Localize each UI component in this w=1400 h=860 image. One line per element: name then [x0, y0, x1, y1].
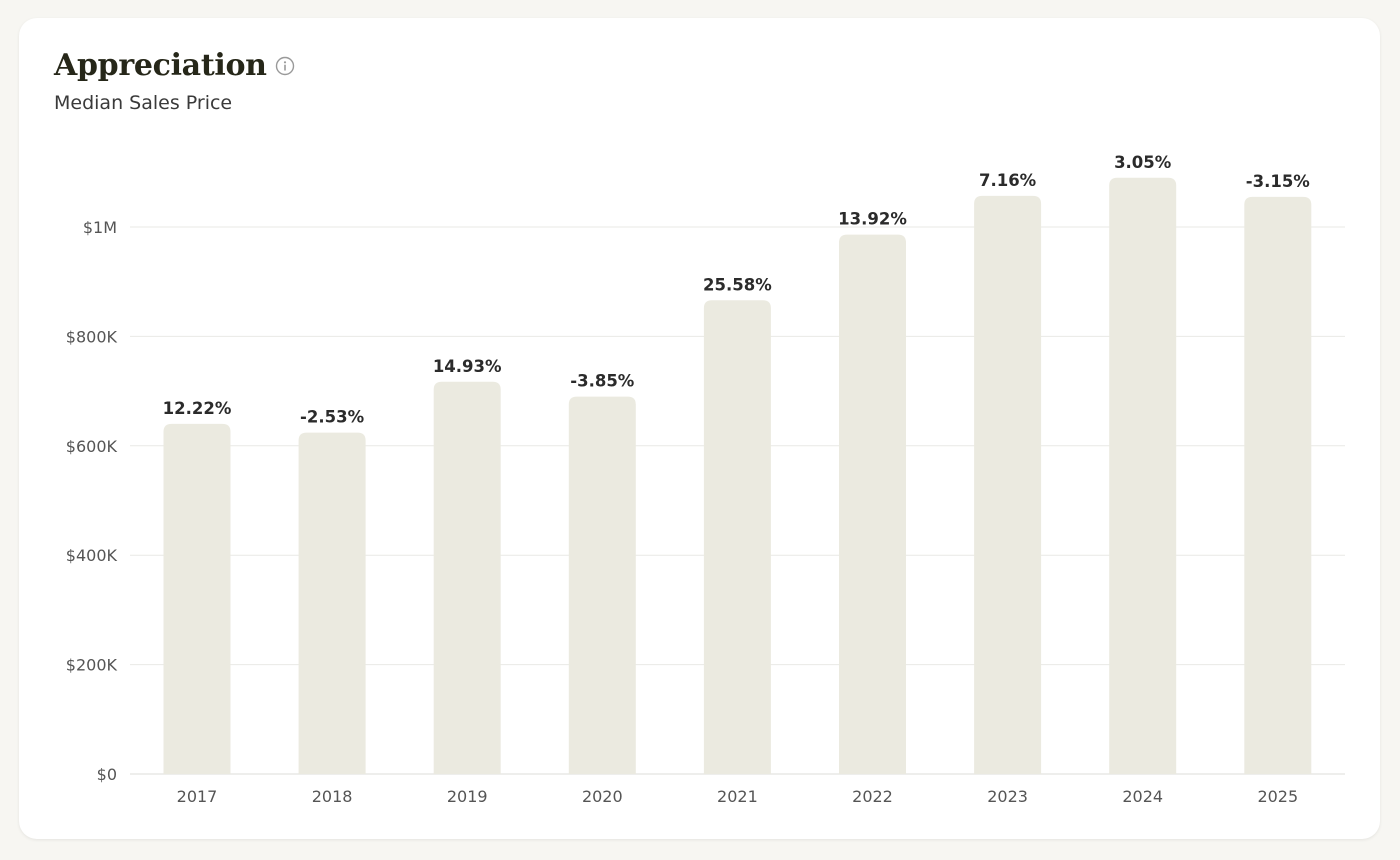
y-tick-label: $200K — [66, 656, 118, 675]
x-tick-label-2024: 2024 — [1122, 787, 1163, 806]
bar-2023 — [974, 195, 1042, 775]
data-label-2017: 12.22% — [163, 399, 232, 418]
x-tick-label-2019: 2019 — [447, 787, 488, 806]
bar-2022 — [839, 234, 906, 774]
y-tick-label: $0 — [97, 765, 117, 784]
y-tick-label: $1M — [83, 218, 117, 237]
bar-2019 — [433, 381, 501, 774]
y-tick-label: $600K — [66, 437, 118, 456]
data-label-2020: -3.85% — [570, 372, 635, 391]
bar-2025 — [1244, 196, 1312, 775]
data-label-2021: 25.58% — [703, 275, 772, 294]
data-label-2019: 14.93% — [433, 357, 502, 376]
x-tick-label-2017: 2017 — [177, 787, 218, 806]
bar-2020 — [568, 396, 636, 774]
x-tick-label-2020: 2020 — [582, 787, 623, 806]
x-tick-label-2021: 2021 — [717, 787, 758, 806]
x-tick-label-2022: 2022 — [852, 787, 893, 806]
chart-title: Appreciation — [54, 48, 267, 83]
data-label-2024: 3.05% — [1114, 153, 1172, 172]
data-label-2018: -2.53% — [300, 408, 365, 427]
x-tick-label-2018: 2018 — [312, 787, 353, 806]
bar-2018 — [298, 432, 366, 774]
y-tick-label: $400K — [66, 546, 118, 565]
x-tick-label-2023: 2023 — [987, 787, 1028, 806]
data-label-2023: 7.16% — [979, 171, 1037, 190]
bar-2024 — [1109, 177, 1177, 774]
chart-subtitle: Median Sales Price — [54, 92, 233, 114]
data-label-2022: 13.92% — [838, 210, 907, 229]
bar-2021 — [703, 300, 771, 774]
bar-2017 — [163, 423, 231, 774]
data-label-2025: -3.15% — [1246, 172, 1311, 191]
y-tick-label: $800K — [66, 327, 118, 346]
x-tick-label-2025: 2025 — [1257, 787, 1298, 806]
title-row: Appreciation — [54, 48, 295, 83]
info-icon[interactable] — [275, 56, 295, 76]
